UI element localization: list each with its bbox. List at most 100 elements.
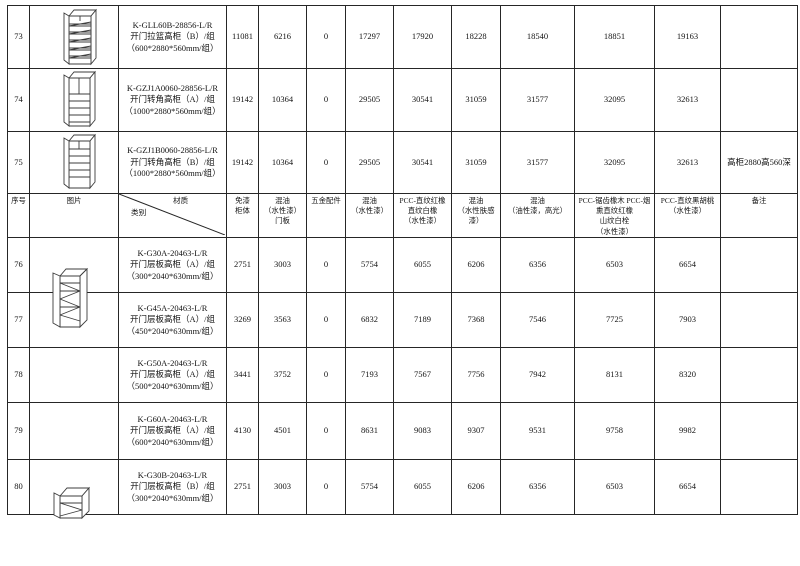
price-value: 9083	[393, 401, 452, 460]
price-value: 17920	[393, 5, 452, 69]
price-value: 9758	[574, 401, 655, 460]
header-remark: 备注	[720, 193, 798, 238]
price-value: 7193	[345, 346, 394, 403]
price-value: 6832	[345, 291, 394, 348]
header-pcc_sawtooth_oak_smoked: PCC-锯齿橡木 PCC-烟 熏直纹红橡 山纹白栓 （水性漆）	[574, 193, 655, 238]
row-image-cell	[29, 458, 119, 515]
product-row-76: 76 K-G30A-20463-L/R 开门层板高柜（A）/组 （300*2040…	[7, 236, 798, 293]
price-value: 11081	[226, 5, 259, 69]
price-value: 6216	[258, 5, 307, 69]
price-value: 9982	[654, 401, 721, 460]
price-value: 32613	[654, 131, 721, 194]
price-value: 30541	[393, 131, 452, 194]
product-row-74: 74 K-GZJ1A0060-28856-L/R 开门转角高柜（A）/组 （100…	[7, 68, 798, 132]
remark-cell	[720, 291, 798, 348]
price-table: 73 K-GLL60B-28856-L/R 开门拉篮高柜（B）/组 （600*28…	[7, 5, 798, 515]
price-value: 7189	[393, 291, 452, 348]
product-description: K-GZJ1A0060-28856-L/R 开门转角高柜（A）/组 （1000*…	[118, 68, 227, 132]
row-number: 80	[7, 458, 30, 515]
price-table-body: 73 K-GLL60B-28856-L/R 开门拉篮高柜（B）/组 （600*28…	[7, 5, 798, 515]
header-pcc_straight_red_white_oak: PCC-直纹红橡 直纹白橡 （水性漆）	[393, 193, 452, 238]
header-hardware: 五金配件	[306, 193, 346, 238]
price-value: 0	[306, 5, 346, 69]
product-description: K-G50A-20463-L/R 开门层板高柜（A）/组 （500*2040*6…	[118, 346, 227, 403]
remark-cell	[720, 236, 798, 293]
remark-cell	[720, 458, 798, 515]
price-value: 18851	[574, 5, 655, 69]
header-category-label: 类别	[131, 208, 147, 217]
price-value: 0	[306, 346, 346, 403]
pull-basket-tall-cabinet-drawing	[56, 7, 104, 67]
product-row-79: 79 K-G60A-20463-L/R 开门层板高柜（A）/组 （600*2040…	[7, 401, 798, 460]
price-value: 6356	[500, 458, 575, 515]
header-pcc_black_walnut: PCC-直纹黑胡桃 （水性漆）	[654, 193, 721, 238]
table-header-row: 序号 图片 材质 类别 免漆 柜体 混油 （水性漆） 门板 五金配件 混油 （水性漆） PCC-…	[7, 193, 798, 238]
header-picture: 图片	[29, 193, 119, 238]
price-value: 7368	[451, 291, 501, 348]
price-value: 7942	[500, 346, 575, 403]
price-value: 6654	[654, 458, 721, 515]
price-value: 0	[306, 458, 346, 515]
price-value: 6356	[500, 236, 575, 293]
product-description: K-G60A-20463-L/R 开门层板高柜（A）/组 （600*2040*6…	[118, 401, 227, 460]
price-value: 8320	[654, 346, 721, 403]
price-value: 0	[306, 131, 346, 194]
price-value: 32095	[574, 68, 655, 132]
product-description: K-G45A-20463-L/R 开门层板高柜（A）/组 （450*2040*6…	[118, 291, 227, 348]
price-value: 6055	[393, 458, 452, 515]
price-value: 3563	[258, 291, 307, 348]
price-value: 6503	[574, 236, 655, 293]
price-value: 2751	[226, 236, 259, 293]
row-number: 75	[7, 131, 30, 194]
header-material-category: 材质 类别	[118, 193, 227, 238]
price-value: 18228	[451, 5, 501, 69]
corner-tall-cabinet-a-drawing	[57, 69, 101, 129]
price-value: 6206	[451, 458, 501, 515]
price-value: 8631	[345, 401, 394, 460]
row-number: 73	[7, 5, 30, 69]
price-value: 0	[306, 291, 346, 348]
price-value: 19142	[226, 131, 259, 194]
price-value: 30541	[393, 68, 452, 132]
row-number: 76	[7, 236, 30, 293]
price-value: 3003	[258, 236, 307, 293]
price-value: 7725	[574, 291, 655, 348]
product-row-73: 73 K-GLL60B-28856-L/R 开门拉篮高柜（B）/组 （600*28…	[7, 5, 798, 69]
price-value: 0	[306, 68, 346, 132]
corner-tall-cabinet-b-drawing	[57, 132, 101, 191]
product-description: K-GZJ1B0060-28856-L/R 开门转角高柜（B）/组 （1000*…	[118, 131, 227, 194]
price-value: 3003	[258, 458, 307, 515]
remark-cell	[720, 5, 798, 69]
remark-cell: 高柜2880高560深	[720, 131, 798, 194]
row-image-cell	[29, 346, 119, 403]
price-value: 19142	[226, 68, 259, 132]
price-value: 6055	[393, 236, 452, 293]
product-row-77: 77 K-G45A-20463-L/R 开门层板高柜（A）/组 （450*2040…	[7, 291, 798, 348]
price-value: 3269	[226, 291, 259, 348]
row-image-cell	[29, 401, 119, 460]
price-value: 29505	[345, 131, 394, 194]
remark-cell	[720, 401, 798, 460]
price-value: 4501	[258, 401, 307, 460]
header-mixed_paint_waterborne_door: 混油 （水性漆） 门板	[258, 193, 307, 238]
price-value: 8131	[574, 346, 655, 403]
price-value: 31059	[451, 131, 501, 194]
price-value: 7756	[451, 346, 501, 403]
price-value: 9531	[500, 401, 575, 460]
row-number: 77	[7, 291, 30, 348]
product-row-75: 75 K-GZJ1B0060-28856-L/R 开门转角高柜（B）/组 （100…	[7, 131, 798, 194]
price-value: 9307	[451, 401, 501, 460]
price-value: 10364	[258, 131, 307, 194]
diagonal-divider-line	[119, 194, 225, 235]
price-value: 2751	[226, 458, 259, 515]
price-value: 7903	[654, 291, 721, 348]
price-value: 7567	[393, 346, 452, 403]
price-value: 18540	[500, 5, 575, 69]
price-value: 3752	[258, 346, 307, 403]
header-mixed_paint_oil_gloss: 混油 （油性漆，高光）	[500, 193, 575, 238]
row-number: 78	[7, 346, 30, 403]
row-number: 79	[7, 401, 30, 460]
price-value: 0	[306, 401, 346, 460]
product-row-80: 80 K-G30B-20463-L/R 开门层板高柜（B）/组 （300*2040…	[7, 458, 798, 515]
